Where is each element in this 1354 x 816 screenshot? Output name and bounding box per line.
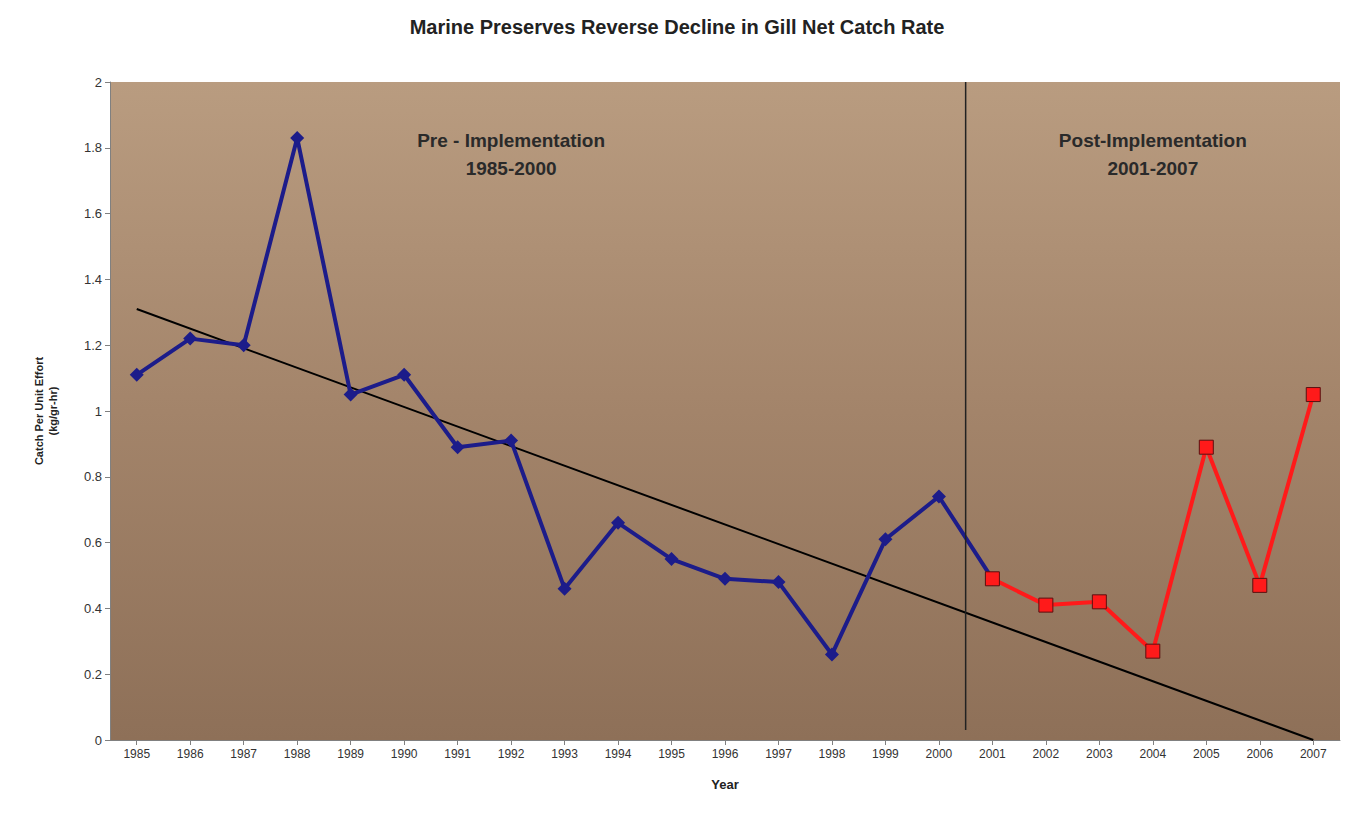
svg-text:1994: 1994	[605, 747, 632, 761]
svg-text:2004: 2004	[1139, 747, 1166, 761]
svg-text:1.8: 1.8	[84, 140, 102, 155]
svg-text:1992: 1992	[498, 747, 525, 761]
svg-text:1996: 1996	[712, 747, 739, 761]
svg-text:Marine Preserves Reverse Decli: Marine Preserves Reverse Decline in Gill…	[410, 16, 945, 38]
svg-text:2001-2007: 2001-2007	[1107, 158, 1198, 179]
svg-text:0.8: 0.8	[84, 469, 102, 484]
svg-text:1: 1	[95, 404, 102, 419]
svg-text:1.6: 1.6	[84, 206, 102, 221]
svg-text:1999: 1999	[872, 747, 899, 761]
svg-text:0.6: 0.6	[84, 535, 102, 550]
svg-text:2007: 2007	[1300, 747, 1327, 761]
svg-text:2005: 2005	[1193, 747, 1220, 761]
svg-text:Catch Per Unit Effort: Catch Per Unit Effort	[33, 357, 45, 466]
svg-text:0: 0	[95, 733, 102, 748]
svg-text:Year: Year	[711, 777, 738, 792]
svg-text:Pre - Implementation: Pre - Implementation	[417, 130, 605, 151]
svg-text:1985-2000: 1985-2000	[466, 158, 557, 179]
svg-text:1993: 1993	[551, 747, 578, 761]
svg-text:1997: 1997	[765, 747, 792, 761]
svg-text:2001: 2001	[979, 747, 1006, 761]
svg-text:1990: 1990	[391, 747, 418, 761]
svg-text:1986: 1986	[177, 747, 204, 761]
svg-text:2002: 2002	[1033, 747, 1060, 761]
svg-text:1998: 1998	[819, 747, 846, 761]
svg-text:2003: 2003	[1086, 747, 1113, 761]
svg-text:2: 2	[95, 75, 102, 90]
svg-text:1.2: 1.2	[84, 338, 102, 353]
svg-text:2000: 2000	[926, 747, 953, 761]
svg-text:1987: 1987	[230, 747, 257, 761]
svg-text:1989: 1989	[337, 747, 364, 761]
svg-text:1.4: 1.4	[84, 272, 102, 287]
svg-text:(kg/gr-hr): (kg/gr-hr)	[47, 386, 59, 435]
svg-text:0.2: 0.2	[84, 667, 102, 682]
svg-text:2006: 2006	[1246, 747, 1273, 761]
svg-text:1988: 1988	[284, 747, 311, 761]
svg-text:0.4: 0.4	[84, 601, 102, 616]
svg-text:1995: 1995	[658, 747, 685, 761]
svg-text:1985: 1985	[123, 747, 150, 761]
svg-text:1991: 1991	[444, 747, 471, 761]
svg-text:Post-Implementation: Post-Implementation	[1059, 130, 1247, 151]
